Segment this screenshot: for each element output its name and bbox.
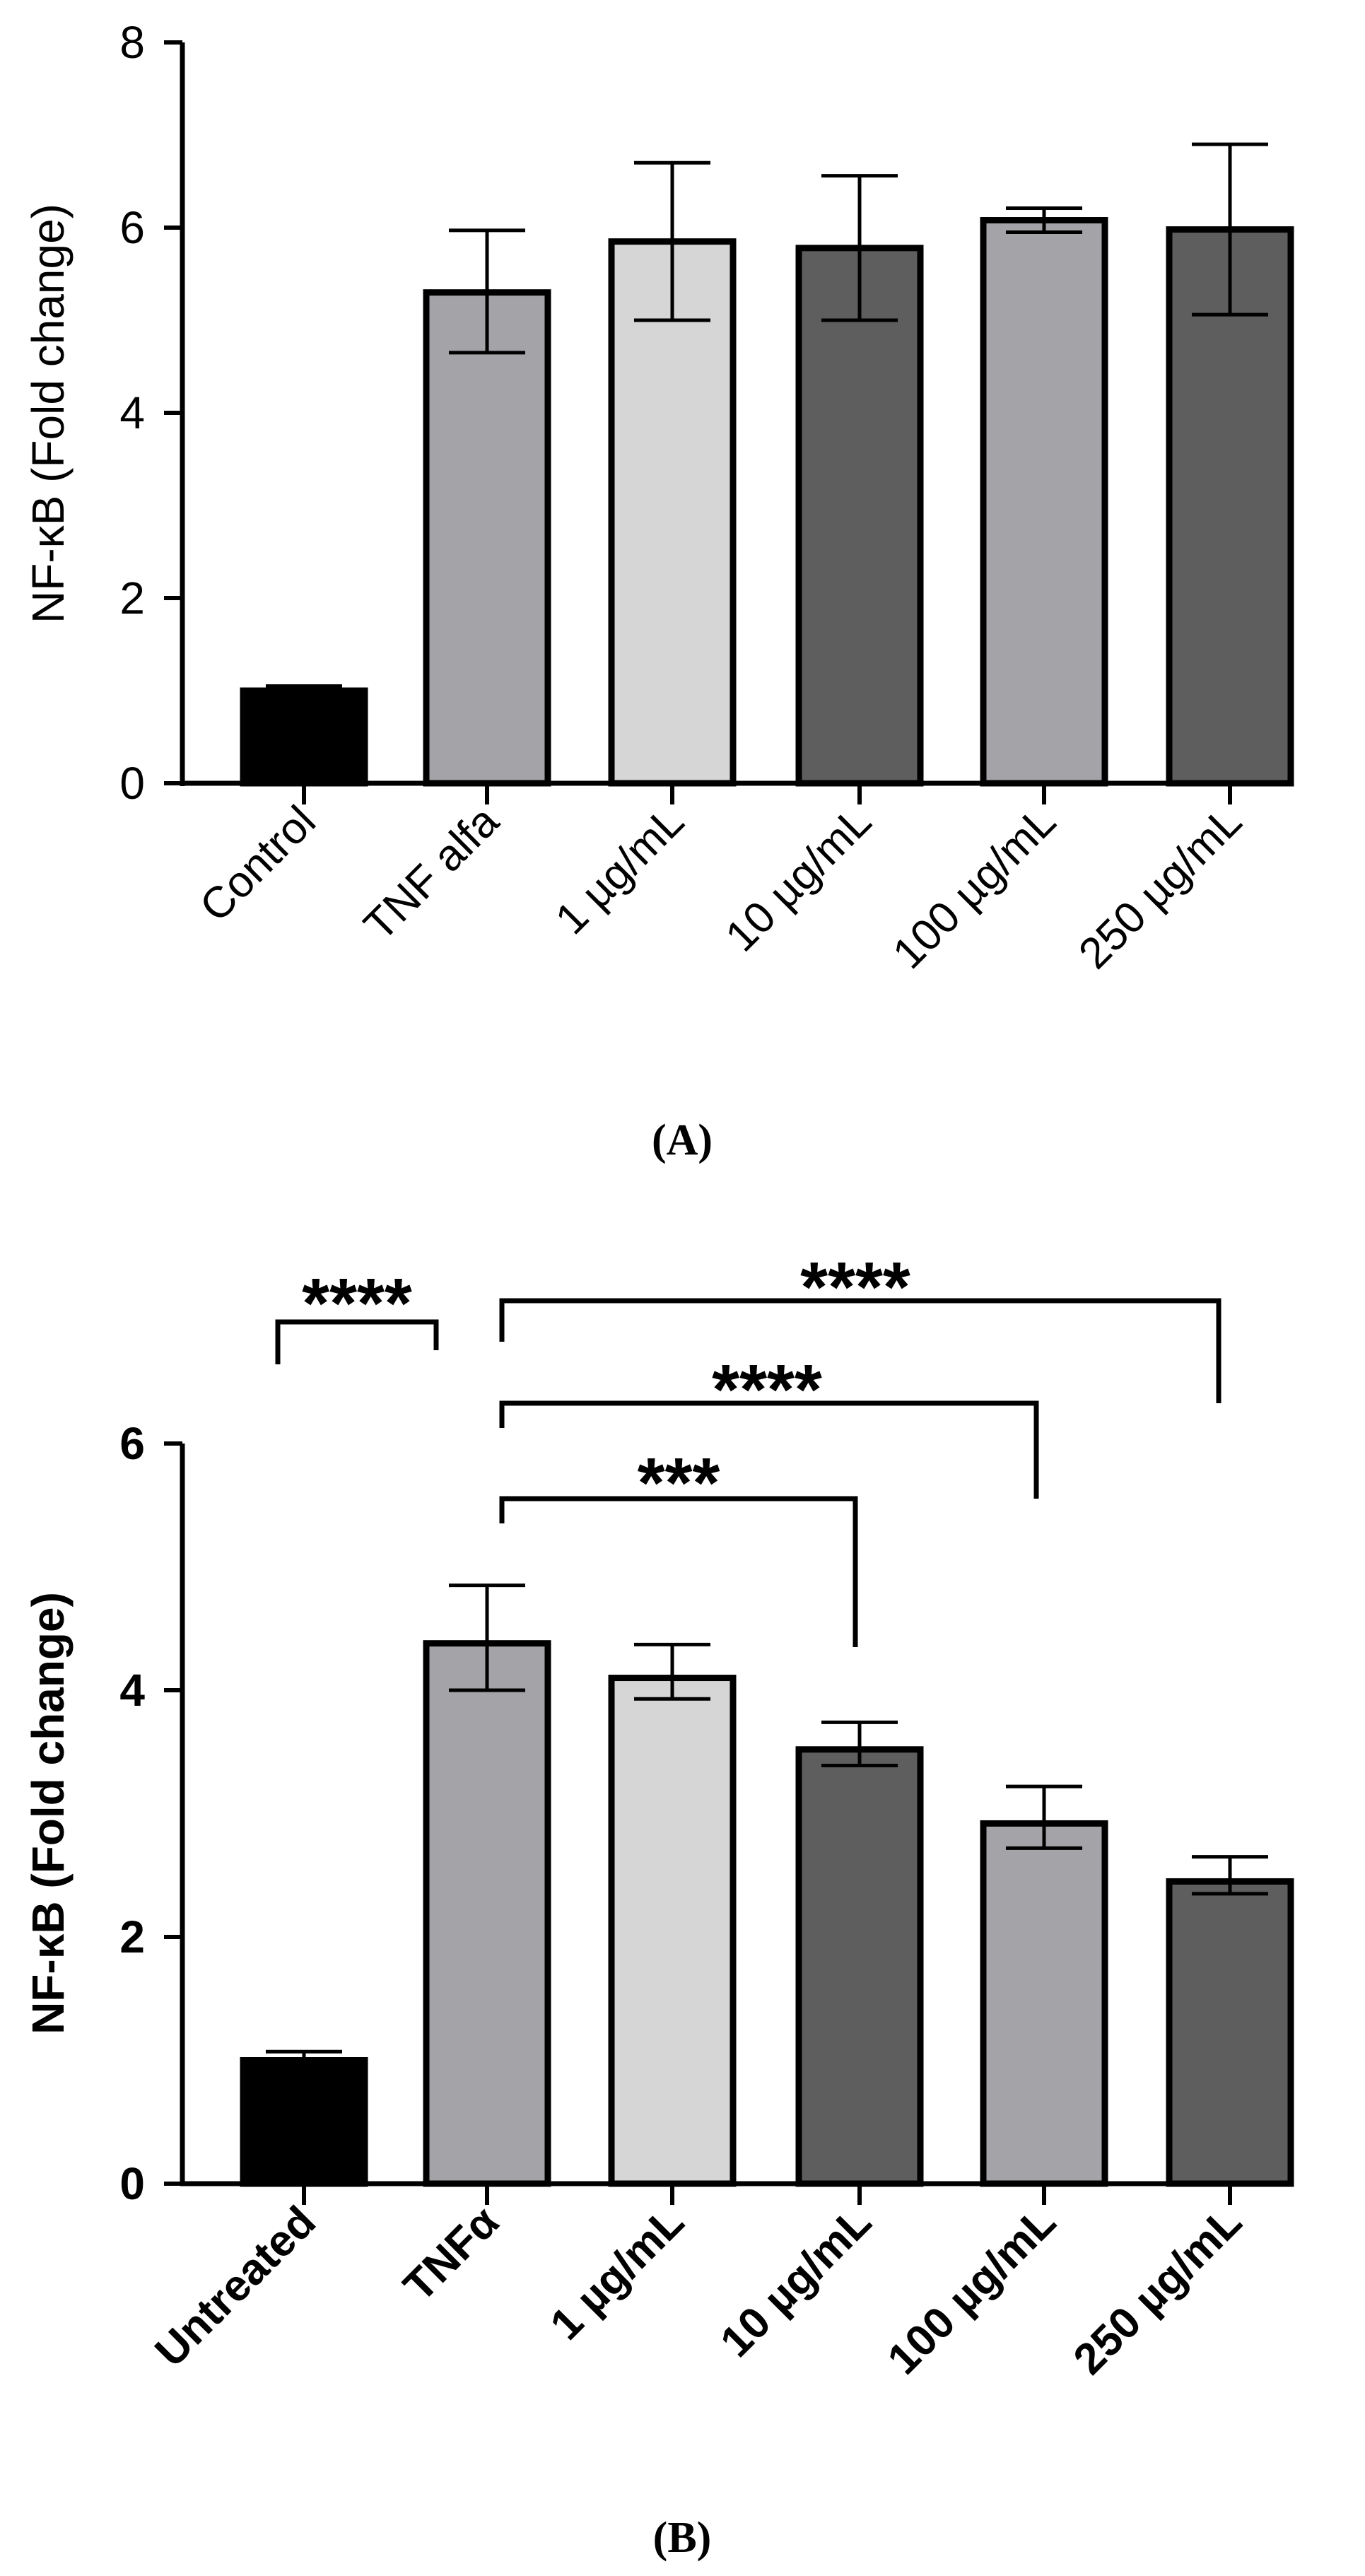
significance-label: *** [638,1444,720,1523]
panel-a-error-bars [266,142,1268,698]
error-bar [634,1642,710,1701]
bar [795,1746,924,2187]
bar [980,217,1108,787]
error-bar [1006,1784,1082,1850]
bar [240,687,368,787]
error-bar [821,1720,898,1767]
significance-label: **** [800,1248,910,1327]
significance-bracket: **** [499,1248,1222,1403]
significance-label: **** [302,1264,412,1343]
panel-a-bars [240,217,1294,787]
panel-b-y-axis-label: NF-κB (Fold change) [23,1592,74,2035]
error-bar [1192,1855,1268,1896]
y-tick-label: 6 [119,202,145,253]
panel-b-error-bars [266,1583,1268,2071]
bar [608,1675,737,2187]
error-bar [266,2049,342,2071]
y-tick-label: 2 [119,1911,145,1962]
y-tick-label: 2 [119,573,145,623]
bar [240,2057,368,2187]
panel-b-bars [240,1640,1294,2187]
panel-b-caption: (B) [653,2514,712,2562]
bar [423,289,551,787]
bar [423,1640,551,2187]
y-tick-label: 4 [119,1665,145,1716]
bar [608,238,737,787]
bar [1166,1878,1294,2187]
significance-bracket: **** [275,1264,439,1364]
significance-label: **** [712,1350,822,1429]
y-tick-label: 0 [119,2158,145,2209]
error-bar [266,684,342,698]
significance-bracket: **** [499,1350,1039,1499]
error-bar [1192,142,1268,317]
y-tick-label: 6 [119,1418,145,1469]
error-bar [821,174,898,322]
y-tick-label: 0 [119,758,145,809]
bar [980,1820,1108,2187]
panel-a-caption: (A) [652,1116,713,1164]
error-bar [449,228,525,355]
error-bar [634,160,710,322]
error-bar [1006,206,1082,235]
significance-bracket: *** [499,1444,858,1647]
bar [795,245,924,787]
error-bar [449,1583,525,1692]
panel-a-y-ticks: 0 2 4 6 8 [119,17,182,809]
panel-b-significance-brackets: *************** [275,1248,1222,1647]
y-tick-label: 4 [119,387,145,438]
panel-a-y-axis-label: NF-κB (Fold change) [23,204,74,623]
y-tick-label: 8 [119,17,145,68]
panel-b-y-ticks: 0 2 4 6 [119,1418,182,2209]
